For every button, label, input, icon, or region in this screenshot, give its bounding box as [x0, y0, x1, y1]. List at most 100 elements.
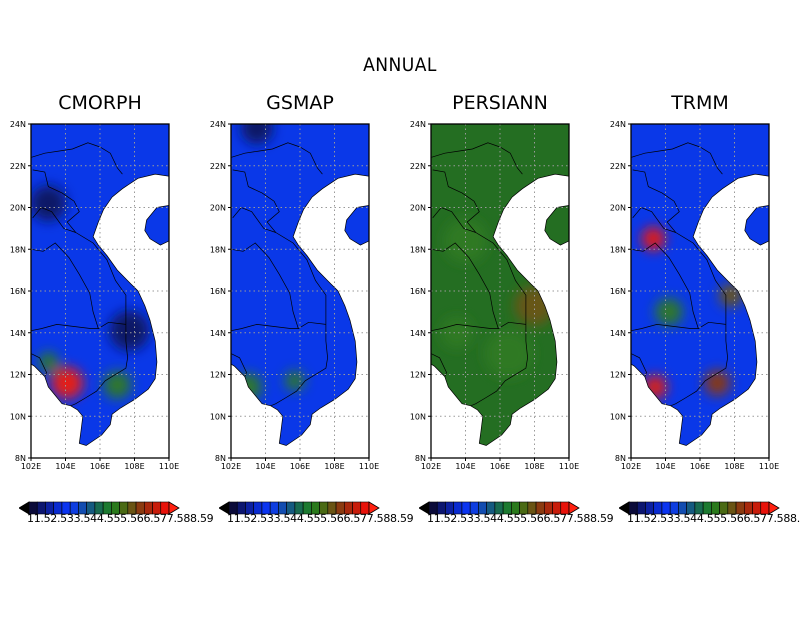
lat-tick-label: 22N	[210, 162, 226, 171]
lon-tick-label: 110E	[159, 462, 179, 471]
lon-tick-label: 102E	[421, 462, 441, 471]
grid	[31, 124, 169, 458]
lat-tick-label: 18N	[210, 245, 226, 254]
lat-tick-label: 12N	[410, 371, 426, 380]
country-border	[632, 169, 727, 325]
lat-tick-label: 14N	[10, 329, 26, 338]
coastline	[630, 123, 770, 446]
lat-tick-label: 12N	[610, 371, 626, 380]
precip-anomaly	[31, 185, 67, 222]
country-border	[30, 324, 99, 332]
lon-tick-label: 110E	[359, 462, 379, 471]
country-border	[232, 207, 276, 233]
lat-tick-label: 14N	[410, 329, 426, 338]
lat-tick-label: 8N	[215, 454, 226, 463]
lon-tick-label: 106E	[90, 462, 110, 471]
grid	[231, 124, 369, 458]
lon-tick-label: 104E	[55, 462, 75, 471]
country-border	[432, 207, 476, 233]
precip-anomaly	[440, 316, 473, 349]
lat-tick-label: 16N	[410, 287, 426, 296]
country-border	[630, 324, 699, 332]
country-border	[630, 142, 723, 175]
precip-anomaly	[704, 369, 731, 396]
panel-title: PERSIANN	[452, 92, 548, 114]
lat-tick-label: 14N	[210, 329, 226, 338]
panel-title: CMORPH	[58, 92, 142, 114]
lon-tick-label: 106E	[690, 462, 710, 471]
country-border	[230, 324, 299, 332]
precip-anomaly	[38, 352, 59, 372]
lon-tick-label: 108E	[124, 462, 144, 471]
colorbar	[18, 500, 181, 519]
lat-tick-label: 20N	[10, 204, 26, 213]
lat-tick-label: 8N	[15, 454, 26, 463]
lat-tick-label: 24N	[610, 120, 626, 129]
panel-title: GSMAP	[266, 92, 334, 114]
lon-tick-label: 102E	[621, 462, 641, 471]
lat-tick-label: 12N	[210, 371, 226, 380]
lat-tick-label: 10N	[210, 412, 226, 421]
lon-tick-label: 108E	[524, 462, 544, 471]
lat-tick-label: 18N	[610, 245, 626, 254]
colorbar-labels: 11.52.533.544.555.566.577.588.59	[427, 512, 614, 525]
lat-tick-label: 10N	[610, 412, 626, 421]
panel-cmorph: CMORPH 102E 104E 106E 108E 110E 24N 22N 20N 18N 16…	[0, 0, 214, 618]
country-border	[430, 242, 526, 330]
lat-tick-label: 24N	[10, 120, 26, 129]
lat-tick-label: 16N	[10, 287, 26, 296]
lon-tick-label: 108E	[324, 462, 344, 471]
lat-tick-label: 10N	[410, 412, 426, 421]
precip-anomaly	[51, 366, 84, 399]
country-border	[230, 142, 323, 175]
country-border	[430, 324, 499, 332]
country-border	[32, 169, 127, 325]
lon-tick-label: 102E	[21, 462, 41, 471]
coastline	[430, 123, 570, 446]
lat-tick-label: 16N	[210, 287, 226, 296]
country-border	[632, 207, 676, 233]
precip-anomaly	[443, 218, 488, 263]
lat-tick-label: 10N	[10, 412, 26, 421]
main-title: ANNUAL	[363, 54, 437, 76]
lon-tick-label: 108E	[724, 462, 744, 471]
country-border	[32, 207, 76, 233]
panel-trmm: TRMM 102E 104E 106E 108E 110E 24N 22N 20N 18N 16N 1…	[600, 0, 800, 618]
map-cmorph: 102E 104E 106E 108E 110E 24N 22N 20N 18N 16N 14N 12…	[10, 120, 179, 471]
country-border	[432, 169, 527, 325]
map-persiann: 102E 104E 106E 108E 110E 24N 22N 20N 18N 16N 14N 12…	[410, 120, 579, 471]
precip-anomaly	[641, 226, 666, 251]
country-border	[230, 242, 326, 330]
lat-tick-label: 20N	[210, 204, 226, 213]
country-border	[470, 324, 528, 407]
lat-tick-label: 14N	[610, 329, 626, 338]
colorbar-labels: 11.52.533.544.555.566.577.588.59	[627, 512, 800, 525]
panel-gsmap: GSMAP 102E 104E 106E 108E 110E 24N 22N 20N 18N 16N…	[200, 0, 414, 618]
lat-tick-label: 20N	[410, 204, 426, 213]
lon-tick-label: 106E	[290, 462, 310, 471]
lon-tick-label: 110E	[759, 462, 779, 471]
country-border	[670, 324, 728, 407]
precip-anomaly	[719, 283, 743, 308]
lon-tick-label: 104E	[655, 462, 675, 471]
colorbar-labels: 11.52.533.544.555.566.577.588.59	[27, 512, 214, 525]
country-border	[270, 324, 328, 407]
coastline	[230, 123, 370, 446]
lat-tick-label: 8N	[415, 454, 426, 463]
precip-anomaly	[109, 310, 150, 351]
country-border	[30, 142, 123, 175]
panel-title: TRMM	[671, 92, 729, 114]
lat-tick-label: 20N	[610, 204, 626, 213]
lat-tick-label: 24N	[410, 120, 426, 129]
precip-anomaly	[103, 370, 132, 399]
lon-tick-label: 104E	[455, 462, 475, 471]
grid	[631, 124, 769, 458]
coastline	[30, 123, 170, 446]
lat-tick-label: 24N	[210, 120, 226, 129]
grid	[431, 124, 569, 458]
precip-anomaly	[284, 370, 305, 391]
precip-anomaly	[240, 124, 273, 145]
panel-persiann: PERSIANN 102E 104E 106E 108E 110E 24N 22N 20N 18N…	[400, 0, 614, 618]
lat-tick-label: 16N	[610, 287, 626, 296]
country-border	[30, 242, 126, 330]
